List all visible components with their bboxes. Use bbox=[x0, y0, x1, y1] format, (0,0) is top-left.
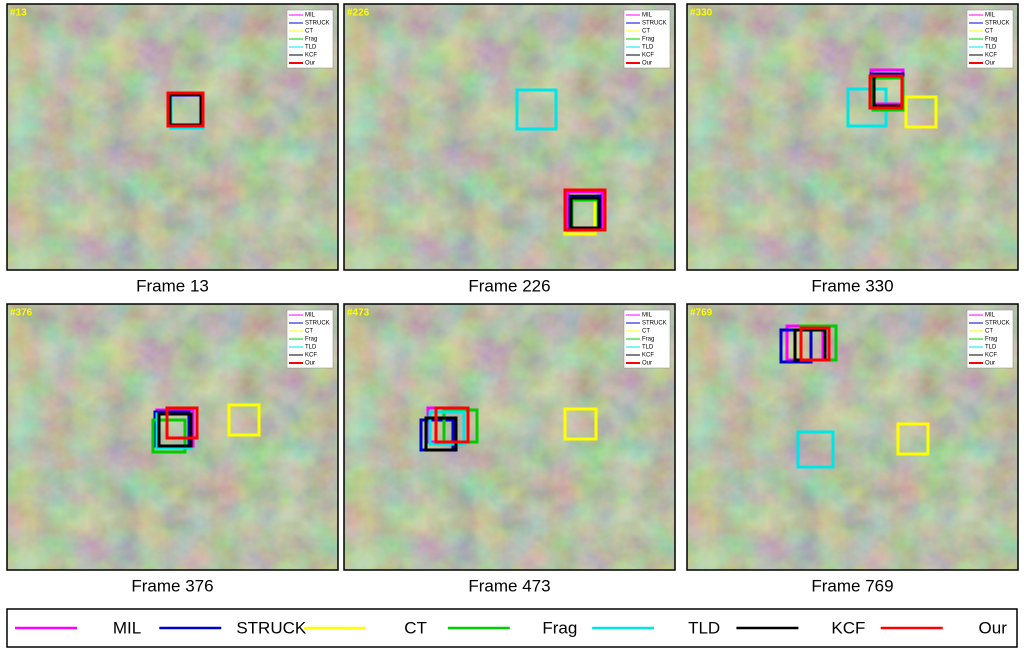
mini-legend-label: TLD bbox=[985, 345, 997, 351]
aerial-image bbox=[344, 4, 675, 270]
mini-legend-label: STRUCK bbox=[305, 321, 330, 327]
mini-legend-label: MIL bbox=[642, 313, 653, 319]
mini-legend-label: KCF bbox=[985, 53, 997, 59]
frame-caption: Frame 330 bbox=[811, 276, 893, 295]
legend-label: CT bbox=[404, 618, 427, 637]
tracker-box bbox=[151, 418, 187, 454]
mini-legend-label: KCF bbox=[305, 353, 317, 359]
tracker-box bbox=[166, 91, 205, 128]
mini-legend-label: STRUCK bbox=[985, 21, 1010, 27]
frame-caption: Frame 473 bbox=[468, 576, 550, 595]
mini-legend-label: Our bbox=[642, 61, 652, 67]
aerial-image bbox=[7, 4, 338, 270]
image-border bbox=[343, 303, 676, 571]
mini-legend-label: Frag bbox=[305, 37, 317, 43]
legend-label: Frag bbox=[542, 618, 577, 637]
image-border bbox=[6, 3, 339, 271]
tracker-box bbox=[904, 95, 938, 129]
image-border bbox=[343, 3, 676, 271]
mini-legend-label: Our bbox=[985, 361, 995, 367]
mini-legend-label: CT bbox=[642, 329, 650, 335]
mini-legend bbox=[286, 9, 334, 69]
mini-legend-label: Frag bbox=[985, 337, 997, 343]
frame-tag: #769 bbox=[690, 308, 713, 319]
tracker-box bbox=[569, 196, 601, 230]
mini-legend-label: Our bbox=[985, 61, 995, 67]
tracker-box bbox=[563, 407, 598, 441]
aerial-image bbox=[344, 304, 675, 570]
mini-legend-label: KCF bbox=[985, 353, 997, 359]
mini-legend-label: KCF bbox=[642, 353, 654, 359]
mini-legend-label: Our bbox=[305, 61, 315, 67]
aerial-image bbox=[687, 304, 1018, 570]
frame-panel: #13 MIL STRUCK CT Frag TLD KCF Our bbox=[6, 3, 339, 271]
frame-tag: #473 bbox=[347, 308, 370, 319]
legend-label: TLD bbox=[688, 618, 720, 637]
legend-label: MIL bbox=[113, 618, 141, 637]
frame-caption: Frame 376 bbox=[131, 576, 213, 595]
legend-label: KCF bbox=[831, 618, 865, 637]
mini-legend-label: CT bbox=[642, 29, 650, 35]
frame-panel: #473 MIL STRUCK CT Frag TLD KCF Our bbox=[343, 303, 676, 571]
frame-tag: #330 bbox=[690, 8, 713, 19]
frame-tag: #376 bbox=[10, 308, 33, 319]
tracker-box bbox=[868, 74, 904, 110]
tracker-box bbox=[799, 326, 831, 362]
mini-legend-label: MIL bbox=[305, 13, 316, 19]
mini-legend-label: TLD bbox=[642, 345, 654, 351]
tracker-box bbox=[227, 403, 261, 437]
mini-legend-label: CT bbox=[305, 29, 313, 35]
mini-legend-label: MIL bbox=[305, 313, 316, 319]
mini-legend-label: MIL bbox=[985, 13, 996, 19]
tracker-box bbox=[434, 406, 470, 444]
frame-panel: #226 MIL STRUCK CT Frag TLD KCF Our bbox=[343, 3, 676, 271]
mini-legend-label: STRUCK bbox=[305, 21, 330, 27]
legend-label: STRUCK bbox=[236, 618, 307, 637]
frame-caption: Frame 769 bbox=[811, 576, 893, 595]
mini-legend-label: Our bbox=[642, 361, 652, 367]
mini-legend-label: MIL bbox=[642, 13, 653, 19]
tracker-box bbox=[563, 188, 607, 232]
mini-legend-label: TLD bbox=[305, 45, 317, 51]
frame-panel: #376 MIL STRUCK CT Frag TLD KCF Our bbox=[6, 303, 339, 571]
legend-frame bbox=[6, 608, 1018, 648]
mini-legend-label: Frag bbox=[985, 37, 997, 43]
frame-tag: #226 bbox=[347, 8, 370, 19]
tracker-box bbox=[165, 406, 199, 440]
mini-legend-label: STRUCK bbox=[985, 321, 1010, 327]
mini-legend-label: CT bbox=[985, 29, 993, 35]
mini-legend-label: STRUCK bbox=[642, 21, 667, 27]
tracker-box bbox=[157, 412, 193, 448]
mini-legend-label: TLD bbox=[305, 345, 317, 351]
mini-legend-label: KCF bbox=[305, 53, 317, 59]
tracker-box bbox=[515, 88, 558, 131]
mini-legend-label: CT bbox=[305, 329, 313, 335]
frame-tag: #13 bbox=[10, 8, 27, 19]
aerial-image bbox=[687, 4, 1018, 270]
mini-legend-label: Frag bbox=[642, 37, 654, 43]
tracker-box bbox=[424, 416, 458, 452]
tracker-box bbox=[428, 410, 466, 446]
mini-legend-label: TLD bbox=[985, 45, 997, 51]
frame-panel: #330 MIL STRUCK CT Frag TLD KCF Our bbox=[686, 3, 1019, 271]
image-border bbox=[6, 303, 339, 571]
image-border bbox=[686, 303, 1019, 571]
frame-caption: Frame 226 bbox=[468, 276, 550, 295]
mini-legend-label: Frag bbox=[305, 337, 317, 343]
frame-panel: #769 MIL STRUCK CT Frag TLD KCF Our bbox=[686, 303, 1019, 571]
image-border bbox=[686, 3, 1019, 271]
mini-legend-label: Frag bbox=[642, 337, 654, 343]
mini-legend-label: STRUCK bbox=[642, 321, 667, 327]
mini-legend-label: TLD bbox=[642, 45, 654, 51]
frame-caption: Frame 13 bbox=[136, 276, 209, 295]
tracker-box bbox=[896, 422, 930, 456]
mini-legend-label: KCF bbox=[642, 53, 654, 59]
mini-legend-label: Our bbox=[305, 361, 315, 367]
mini-legend-label: MIL bbox=[985, 313, 996, 319]
tracker-box bbox=[796, 430, 835, 469]
mini-legend-label: CT bbox=[985, 329, 993, 335]
legend-label: Our bbox=[979, 618, 1008, 637]
